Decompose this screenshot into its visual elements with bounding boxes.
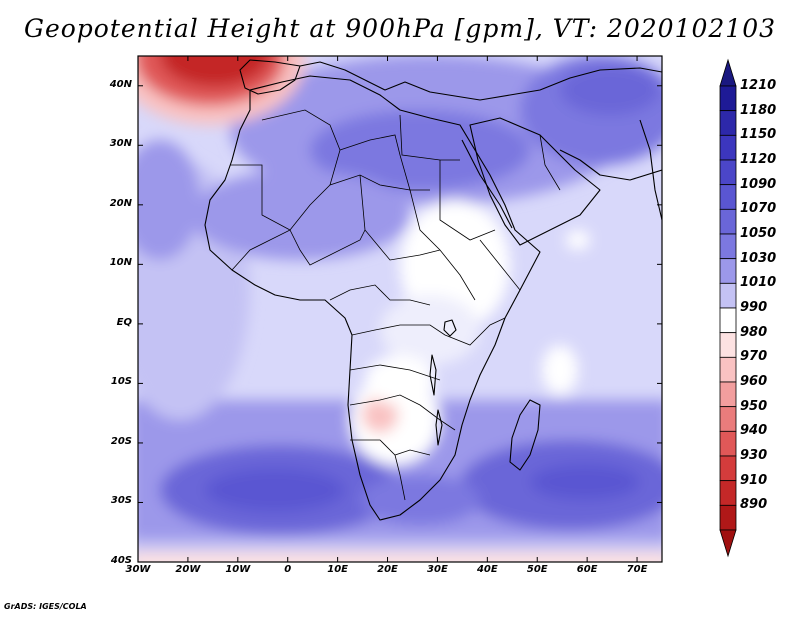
colorbar-level-label: 1010 <box>740 275 777 291</box>
colorbar-swatch <box>719 110 737 136</box>
lat-tick-label: 20N <box>109 197 132 209</box>
colorbar-level-label: 1180 <box>740 102 777 118</box>
footer-credit: GrADS: IGES/COLA <box>4 602 87 611</box>
colorbar-level-label: 890 <box>740 497 768 513</box>
colorbar-swatch <box>719 332 737 358</box>
lon-tick-label: 40E <box>476 564 498 575</box>
lon-tick-label: 60E <box>576 564 598 575</box>
lon-tick-label: 70E <box>626 564 648 575</box>
colorbar-swatch <box>719 134 737 161</box>
lat-tick-label: 30S <box>110 495 132 507</box>
lat-tick-label: 10N <box>109 257 132 269</box>
coastline <box>204 59 662 521</box>
colorbar-swatch <box>719 85 737 112</box>
colorbar-swatch <box>719 208 737 235</box>
lon-tick-label: 10W <box>225 564 251 575</box>
colorbar-swatch <box>719 233 737 260</box>
colorbar-level-label: 990 <box>740 300 768 315</box>
colorbar-swatch <box>719 307 737 334</box>
lon-tick-label: 10E <box>327 564 348 575</box>
lon-tick-label: 20W <box>175 564 201 575</box>
colorbar-swatch <box>719 258 737 284</box>
colorbar-swatch <box>719 159 737 186</box>
colorbar-swatch <box>719 480 737 506</box>
country-borders <box>230 109 561 501</box>
colorbar-swatch <box>719 282 737 309</box>
colorbar-level-label: 940 <box>740 423 768 439</box>
colorbar-level-label: 950 <box>740 398 768 414</box>
colorbar-level-label: 1120 <box>740 152 777 167</box>
lon-tick-label: 20E <box>377 564 398 575</box>
axis-ticks <box>137 56 662 563</box>
colorbar-level-label: 1090 <box>740 176 777 192</box>
lat-tick-label: 20S <box>110 435 132 447</box>
colorbar-swatch <box>719 406 737 432</box>
colorbar-level-label: 1210 <box>740 78 777 93</box>
colorbar-level-label: 1030 <box>740 250 777 266</box>
colorbar-level-label: 980 <box>740 324 768 340</box>
colorbar-swatch <box>719 455 737 482</box>
lon-tick-label: 50E <box>526 564 548 575</box>
lat-tick-label: 10S <box>110 376 132 388</box>
colorbar-level-label: 970 <box>740 349 768 365</box>
lat-tick-label: 40N <box>109 78 132 90</box>
lon-tick-label: 30E <box>427 564 448 575</box>
colorbar-level-label: 1050 <box>740 226 777 241</box>
lat-tick-label: 30N <box>109 138 132 150</box>
colorbar-level-label: 930 <box>740 448 768 463</box>
lon-tick-label: 0 <box>284 564 292 575</box>
colorbar-level-label: 1150 <box>740 127 777 143</box>
colorbar-level-label: 960 <box>740 374 768 389</box>
colorbar-level-label: 1070 <box>740 201 777 217</box>
lon-tick-label: 30W <box>125 564 151 575</box>
lat-tick-label: 40S <box>110 555 132 566</box>
lat-tick-label: EQ <box>116 316 132 328</box>
map-frame <box>137 55 663 563</box>
colorbar-swatch <box>719 430 737 457</box>
colorbar-bottom-arrow <box>719 529 737 558</box>
colorbar-swatch <box>719 381 737 408</box>
colorbar-swatch <box>719 356 737 383</box>
geopotential-field <box>138 56 662 562</box>
colorbar-swatch <box>719 504 737 531</box>
colorbar <box>719 58 737 558</box>
colorbar-top-arrow <box>719 58 737 87</box>
colorbar-level-label: 910 <box>740 472 768 488</box>
map-title: Geopotential Height at 900hPa [gpm], VT:… <box>23 14 777 43</box>
colorbar-swatch <box>719 184 737 210</box>
